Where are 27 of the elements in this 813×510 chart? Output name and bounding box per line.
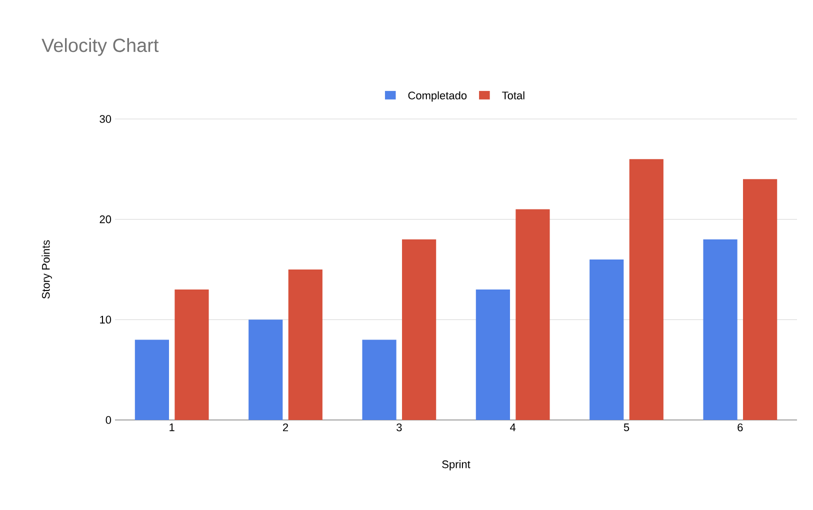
bar [516,209,550,420]
bar [743,179,778,420]
y-tick-label: 30 [100,115,112,123]
x-tick-label: 4 [510,424,516,432]
bar [629,159,664,420]
x-tick-label: 2 [282,424,288,432]
bar [288,269,322,420]
bar [362,340,396,420]
bar [402,239,436,420]
y-tick-label: 0 [106,416,112,424]
x-tick-label: 1 [170,424,174,432]
y-tick-label: 20 [100,215,112,224]
y-axis-title: Story Points [42,240,52,299]
bar [476,290,510,420]
bar [174,290,209,420]
x-tick-label: 5 [624,424,630,432]
bar [248,320,283,420]
x-axis-title: Sprint [442,460,470,470]
bar [134,340,169,420]
x-tick-label: 3 [396,424,402,432]
y-tick-label: 10 [100,316,112,324]
bar [590,259,624,420]
bar [703,239,738,420]
chart-title: Velocity Chart [42,38,159,56]
x-tick-label: 6 [738,424,743,432]
legend-label: Completado [408,91,467,102]
legend-label: Total [502,91,524,100]
